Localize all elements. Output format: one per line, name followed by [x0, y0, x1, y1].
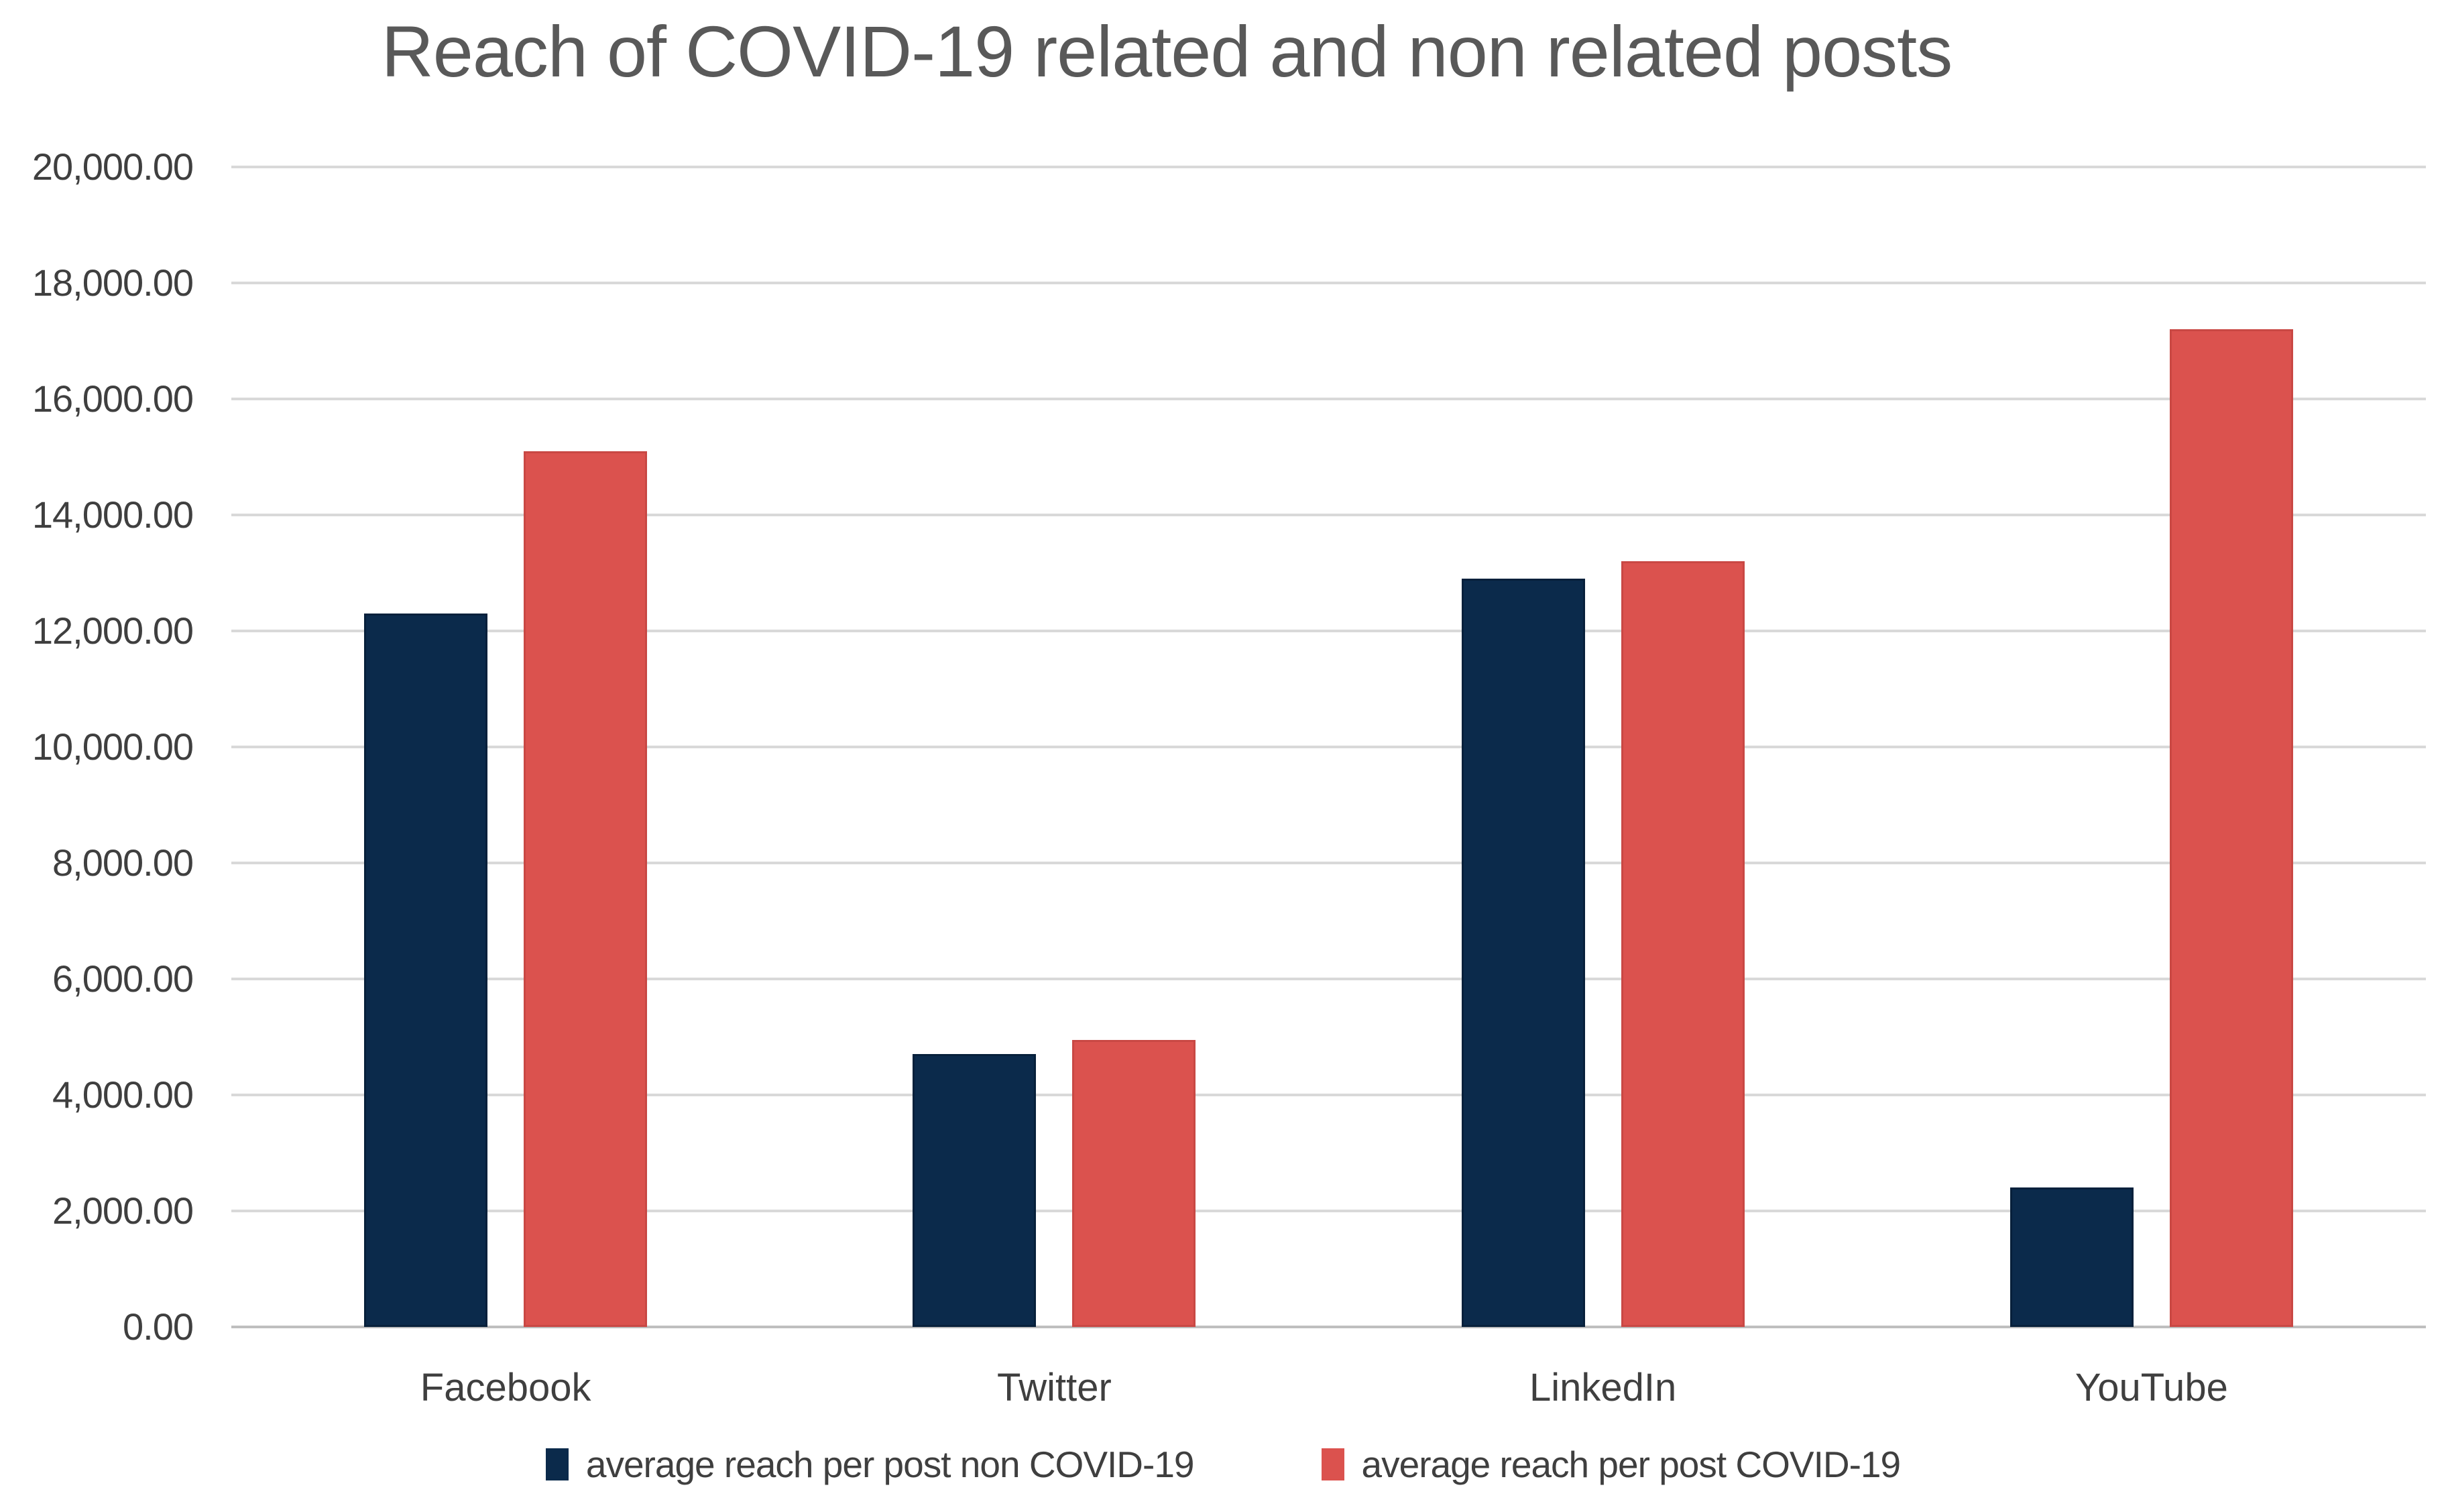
gridline — [231, 978, 2426, 980]
gridline — [231, 630, 2426, 632]
bar-facebook-covid — [524, 451, 648, 1327]
y-tick-label: 0.00 — [123, 1305, 194, 1348]
y-tick-label: 16,000.00 — [32, 377, 194, 420]
y-tick-label: 8,000.00 — [52, 841, 194, 884]
legend-label-non-covid: average reach per post non COVID-19 — [585, 1444, 1195, 1485]
y-tick-label: 20,000.00 — [32, 146, 194, 188]
x-category-label-twitter: Twitter — [996, 1366, 1112, 1409]
x-category-label-youtube: YouTube — [2075, 1366, 2228, 1409]
bar-youtube-non-covid — [2010, 1187, 2134, 1327]
legend: average reach per post non COVID-19 aver… — [0, 1443, 2446, 1486]
x-axis-baseline — [231, 1326, 2426, 1328]
gridline — [231, 1210, 2426, 1212]
bar-twitter-covid — [1072, 1039, 1196, 1327]
gridline — [231, 282, 2426, 284]
gridline — [231, 862, 2426, 864]
y-tick-label: 12,000.00 — [32, 609, 194, 652]
bar-twitter-non-covid — [913, 1054, 1037, 1327]
legend-swatch-covid — [1321, 1448, 1344, 1480]
bar-youtube-covid — [2169, 329, 2293, 1327]
chart-title: Reach of COVID-19 related and non relate… — [381, 11, 1953, 92]
gridline — [231, 166, 2426, 168]
plot-area — [231, 166, 2426, 1328]
y-tick-label: 14,000.00 — [32, 493, 194, 536]
gridline — [231, 746, 2426, 748]
bar-linkedin-covid — [1621, 561, 1745, 1327]
bar-facebook-non-covid — [364, 614, 488, 1327]
legend-item-covid: average reach per post COVID-19 — [1321, 1443, 1902, 1486]
gridline — [231, 398, 2426, 400]
legend-swatch-non-covid — [545, 1448, 569, 1480]
x-category-label-facebook: Facebook — [420, 1366, 591, 1409]
y-tick-label: 2,000.00 — [52, 1189, 194, 1232]
legend-item-non-covid: average reach per post non COVID-19 — [545, 1443, 1195, 1486]
y-tick-label: 4,000.00 — [52, 1073, 194, 1116]
y-tick-label: 18,000.00 — [32, 261, 194, 304]
x-category-label-linkedin: LinkedIn — [1529, 1366, 1677, 1409]
bar-linkedin-non-covid — [1461, 579, 1585, 1327]
gridline — [231, 1094, 2426, 1096]
legend-label-covid: average reach per post COVID-19 — [1361, 1444, 1902, 1485]
y-tick-label: 10,000.00 — [32, 725, 194, 768]
gridline — [231, 514, 2426, 516]
y-tick-label: 6,000.00 — [52, 957, 194, 1000]
